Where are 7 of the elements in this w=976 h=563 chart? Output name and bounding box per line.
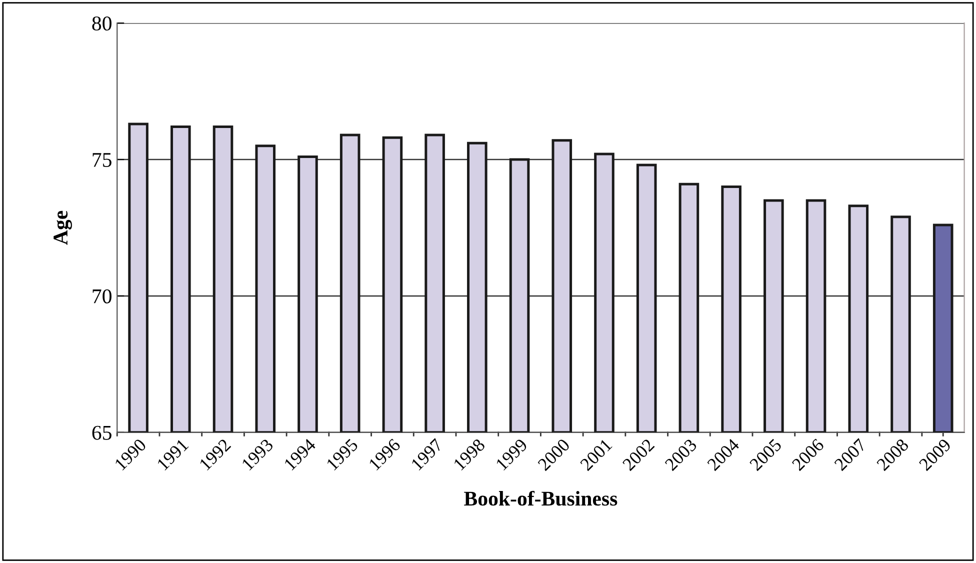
y-tick-label: 75: [92, 153, 112, 167]
x-axis-title: Book-of-Business: [464, 490, 618, 506]
y-tick-label: 80: [92, 16, 112, 31]
y-tick-label: 70: [92, 289, 112, 304]
y-axis-title: Age: [54, 210, 72, 245]
y-tick-label: 65: [92, 426, 112, 440]
x-tick-label: 1991: [156, 438, 189, 471]
